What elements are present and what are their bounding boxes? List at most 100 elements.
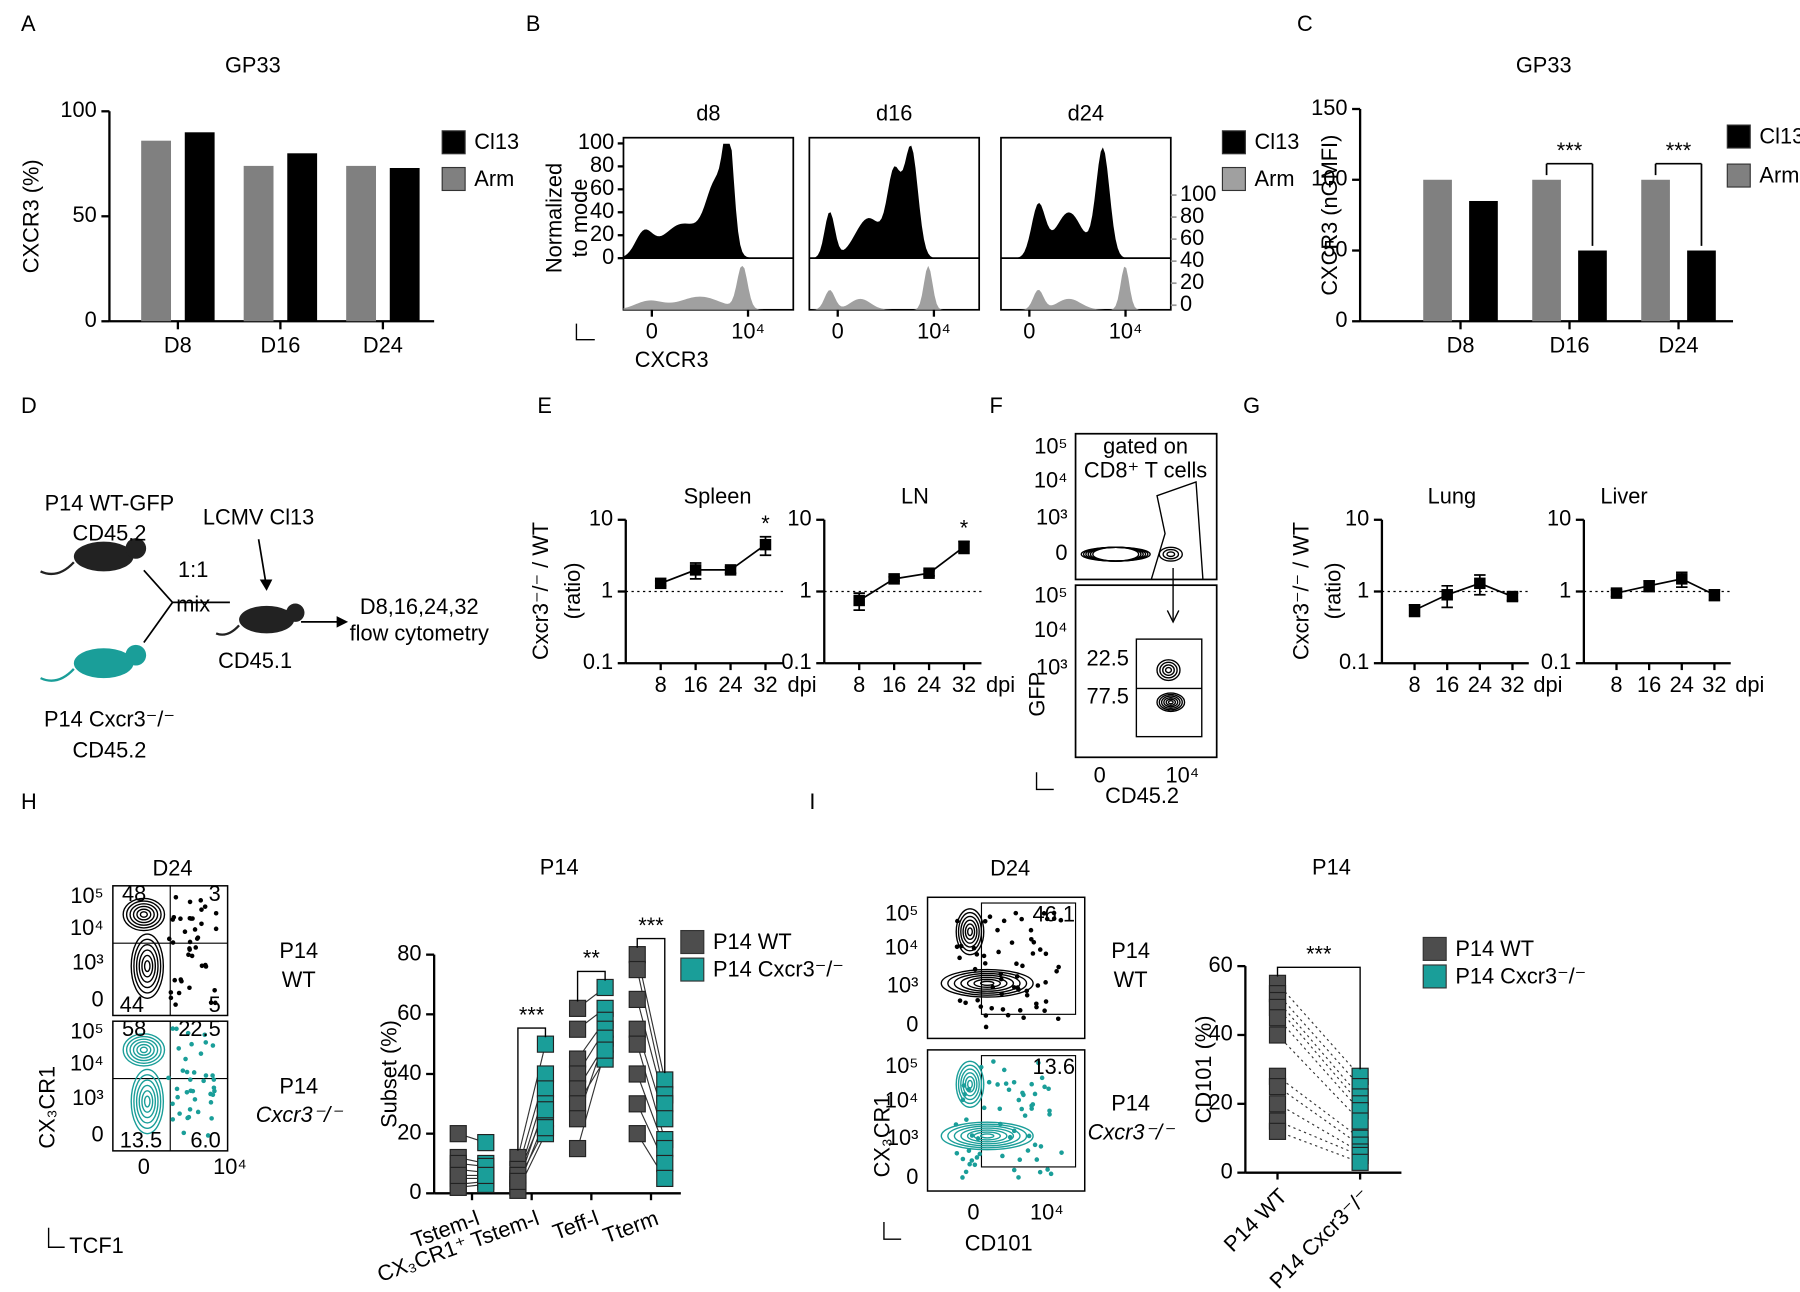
y-axis-label: Cxcr3⁻/⁻ / WT — [528, 522, 553, 660]
event — [177, 1111, 182, 1116]
x-tick-label: 0 — [138, 1154, 150, 1179]
point — [449, 1166, 467, 1185]
pair-line — [1277, 1000, 1361, 1098]
x-tick-label: 32 — [1500, 672, 1524, 697]
event — [1026, 1133, 1032, 1139]
point — [1268, 1026, 1287, 1044]
point — [759, 538, 772, 551]
event — [210, 1043, 216, 1048]
y-tick-label: 80 — [590, 152, 614, 177]
event — [187, 899, 193, 905]
significance-bracket — [576, 970, 606, 1002]
label: mix — [176, 592, 210, 617]
chart-title: P14 — [540, 854, 579, 879]
contour — [1164, 666, 1173, 674]
event — [995, 1082, 1000, 1087]
x-axis-label: CD101 — [965, 1231, 1033, 1256]
point — [656, 1154, 674, 1173]
x-tick-label: Tterm — [600, 1205, 662, 1248]
legend-swatch — [680, 929, 705, 955]
x-tick-label: 10⁴ — [731, 319, 765, 344]
event — [181, 1130, 187, 1136]
event — [170, 1117, 176, 1122]
pair-line — [1277, 1017, 1361, 1112]
event — [1020, 963, 1025, 969]
x-axis-label: CXCR3 — [635, 347, 709, 372]
quadrant-value: 6.0 — [190, 1127, 220, 1152]
event — [1005, 1012, 1011, 1018]
contour — [953, 1125, 1021, 1147]
x-tick-label: 24 — [1670, 672, 1694, 697]
event — [1019, 916, 1024, 922]
point — [1408, 604, 1421, 616]
contour — [133, 938, 162, 994]
contour — [966, 1129, 1008, 1143]
event — [997, 1106, 1003, 1112]
gate-value: 77.5 — [1086, 683, 1128, 708]
event — [212, 1000, 218, 1006]
plot-title: D24 — [153, 856, 193, 881]
event — [186, 1114, 192, 1120]
event — [960, 1156, 966, 1162]
legend-swatch — [680, 957, 705, 982]
arrow — [1166, 567, 1180, 624]
axis-arrows — [47, 1227, 65, 1248]
y-tick-label: 0 — [1055, 540, 1067, 565]
x-tick-label: 10⁴ — [1109, 319, 1143, 344]
quadrant-value: 22.5 — [178, 1016, 220, 1041]
quadrant-value: 3 — [209, 881, 221, 906]
histogram-frame — [1000, 136, 1172, 311]
significance-label: * — [761, 511, 770, 536]
pair-line — [1277, 1075, 1361, 1139]
data-line — [1616, 577, 1715, 596]
y-tick-label: 0 — [906, 1164, 918, 1189]
chart-title: Liver — [1600, 484, 1647, 509]
event — [171, 914, 177, 920]
row-label: P14 — [1111, 1091, 1150, 1116]
contour — [143, 1095, 151, 1108]
label: CD45.2 — [72, 520, 146, 545]
point — [1441, 589, 1453, 601]
y-tick-label: 10 — [787, 506, 811, 531]
schematic — [40, 538, 349, 682]
event — [208, 1091, 213, 1097]
point — [1351, 1112, 1369, 1130]
x-tick-label: 10⁴ — [1165, 763, 1199, 788]
pair-line — [1277, 1007, 1361, 1105]
pair-line — [1277, 993, 1361, 1087]
y-tick-label: 10³ — [887, 1125, 919, 1150]
point — [477, 1166, 495, 1185]
y-tick-label: 10⁴ — [885, 1087, 919, 1112]
contour — [132, 1041, 155, 1059]
y-tick-label: 0 — [906, 1012, 918, 1037]
event — [989, 1006, 995, 1011]
contour — [940, 968, 1034, 998]
quadrant-value: 5 — [209, 992, 221, 1017]
contour — [955, 908, 985, 956]
axis-arrows — [575, 323, 595, 341]
point — [628, 1065, 646, 1083]
event — [178, 916, 183, 922]
contour — [1162, 664, 1175, 676]
y-tick-label: 10³ — [1036, 504, 1068, 529]
event — [1006, 1087, 1012, 1093]
event — [212, 1088, 217, 1094]
panel-label: B — [526, 11, 541, 36]
event — [1042, 1084, 1047, 1090]
significance-bracket — [1545, 162, 1594, 246]
y-tick-label: 10³ — [1036, 655, 1068, 680]
contour — [135, 1079, 159, 1124]
contour — [947, 970, 1028, 996]
row-label: WT — [282, 967, 316, 992]
y-tick-label: 10⁵ — [885, 1053, 918, 1078]
x-tick-label: 32 — [952, 672, 976, 697]
x-tick-label: 10⁴ — [213, 1154, 247, 1179]
event — [213, 910, 219, 916]
y-axis-label: Subset (%) — [376, 1020, 401, 1128]
event — [977, 1151, 983, 1157]
event — [957, 998, 963, 1003]
legend-swatch — [441, 166, 466, 192]
y-tick-label: 10³ — [72, 1085, 104, 1110]
x-axis-label: dpi — [788, 672, 817, 697]
event — [963, 1169, 969, 1175]
